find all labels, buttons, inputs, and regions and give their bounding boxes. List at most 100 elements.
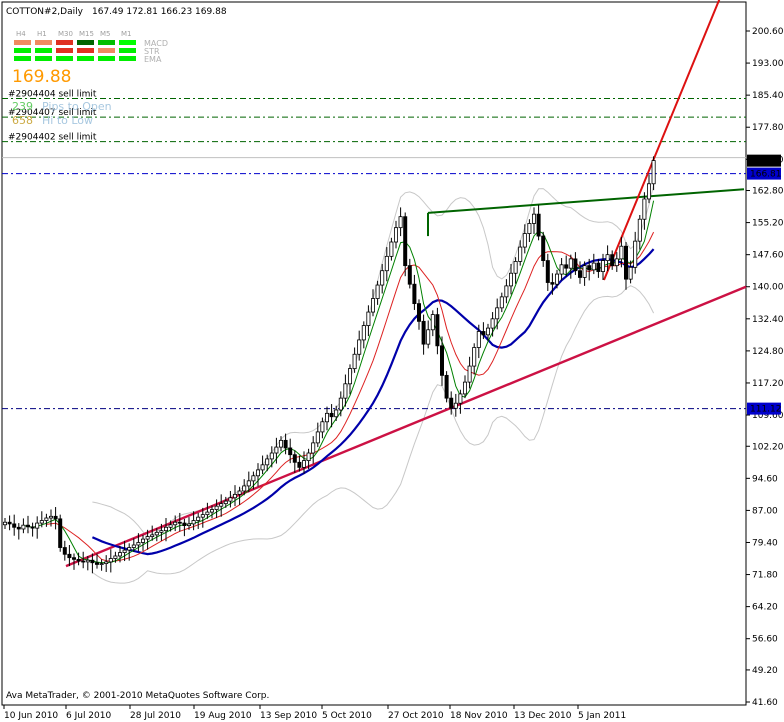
candle [196, 512, 201, 529]
candle-body-up [633, 240, 638, 268]
candle-body-up [159, 530, 164, 533]
candle [642, 192, 647, 230]
candle-body-up [269, 452, 274, 460]
candle-body-up [85, 559, 90, 563]
order-label: #2904407 sell limit [8, 108, 97, 118]
candle-body-up [605, 254, 610, 261]
candle [145, 529, 150, 550]
candle [601, 253, 606, 280]
candle [136, 533, 141, 552]
candle-body-down [444, 374, 449, 399]
candle [338, 391, 343, 417]
candle-body-up [191, 520, 196, 525]
candle-body-up [338, 397, 343, 411]
candle-body-down [587, 265, 592, 271]
candle [578, 261, 583, 284]
candle [25, 515, 30, 534]
candle [462, 375, 467, 399]
order-lines: #2904404 sell limit #2904407 sell limit #2… [2, 90, 746, 143]
candle [228, 490, 233, 508]
candle-body-up [127, 547, 132, 551]
candle-body-up [628, 266, 633, 280]
candle [232, 485, 237, 507]
candle-body-down [288, 447, 293, 456]
candle [278, 436, 283, 452]
candle [35, 516, 40, 539]
candle [467, 356, 472, 389]
candle-body-down [16, 526, 21, 530]
candle [633, 231, 638, 274]
signal-cell [119, 48, 136, 53]
candle [513, 257, 518, 284]
candle-body-down [76, 558, 81, 562]
candle-body-up [278, 439, 283, 448]
candle-body-up [301, 460, 306, 468]
y-tick-label: 193.00 [752, 59, 784, 69]
candle-body-up [21, 524, 26, 530]
price-badge-text: 111.12 [750, 405, 782, 415]
candle [412, 274, 417, 310]
candle [559, 258, 564, 281]
candle-body-down [7, 521, 12, 525]
candle [596, 258, 601, 278]
candle-body-down [564, 264, 569, 269]
candle-body-up [343, 383, 348, 399]
candle [219, 494, 224, 517]
signal-cell [119, 40, 136, 45]
candle-body-down [90, 559, 95, 564]
candle-body-up [393, 227, 398, 243]
price-badges: 169.88 166.81 111.12 [747, 154, 782, 415]
y-tick-label: 87.00 [752, 506, 778, 516]
ma-long-line [91, 248, 655, 556]
candle [214, 499, 219, 519]
candle-body-up [3, 521, 8, 526]
candle [242, 479, 247, 496]
candle [370, 289, 375, 317]
candle-body-up [651, 160, 656, 185]
candle [140, 534, 145, 551]
candle-body-down [545, 260, 550, 283]
candle-body-up [398, 216, 403, 229]
candle [430, 310, 435, 337]
candle-body-up [582, 265, 587, 278]
candle-body-up [619, 245, 624, 260]
candle [550, 273, 555, 295]
y-tick-label: 155.20 [752, 219, 784, 229]
candle [127, 543, 132, 561]
candle [614, 252, 619, 272]
candle [545, 253, 550, 291]
candle [205, 502, 210, 519]
signal-row-label: STR [144, 47, 160, 56]
candle-body-up [430, 314, 435, 331]
chart-symbol: COTTON#2,Daily [6, 7, 84, 17]
candle [67, 545, 72, 567]
candle [251, 471, 256, 490]
candle-body-up [44, 517, 49, 521]
candle-body-up [334, 409, 339, 418]
candle [647, 174, 652, 204]
signal-cell [77, 48, 94, 53]
candle-body-down [416, 303, 421, 322]
signal-row-label: EMA [144, 55, 162, 64]
candle-body-up [219, 503, 224, 507]
candle-body-up [118, 552, 123, 557]
candle-body-up [186, 523, 191, 526]
copyright: Ava MetaTrader, © 2001-2010 MetaQuotes S… [6, 691, 269, 701]
candle [21, 518, 26, 534]
candle-body-up [223, 500, 228, 505]
candle [573, 252, 578, 275]
candle-body-up [366, 311, 371, 326]
x-tick-label: 6 Jul 2010 [66, 711, 111, 721]
signal-cell [14, 56, 31, 61]
candle-body-up [499, 296, 504, 309]
candle [536, 204, 541, 241]
candle-body-up [324, 412, 329, 423]
candle-body-up [370, 298, 375, 313]
candle [297, 455, 302, 472]
y-tick-label: 185.40 [752, 91, 784, 101]
candle [154, 528, 159, 542]
candles [3, 156, 656, 574]
candle-body-down [53, 515, 58, 520]
candle-body-down [596, 262, 601, 272]
